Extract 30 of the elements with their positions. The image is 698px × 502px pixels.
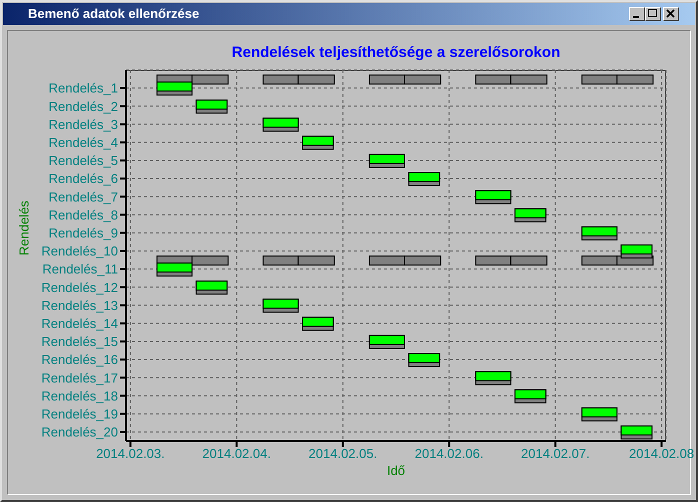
y-tick-label: Rendelés_13 (41, 298, 118, 313)
y-tick-label: Rendelés_4 (48, 134, 118, 150)
x-axis-title: Idő (386, 463, 406, 478)
x-tick-label: 2014.02.03. (96, 446, 165, 462)
y-tick-label: Rendelés_2 (48, 98, 118, 114)
y-tick-label: Rendelés_14 (41, 316, 118, 331)
y-tick-label: Rendelés_16 (41, 352, 118, 368)
y-tick-label: Rendelés_17 (41, 370, 118, 386)
y-tick-label: Rendelés_12 (41, 280, 118, 295)
x-tick-label: 2014.02.06. (414, 446, 484, 462)
y-tick-label: Rendelés_19 (41, 406, 118, 422)
y-tick-label: Rendelés_3 (48, 116, 118, 132)
text: Bemenő adatok ellenőrzése (28, 6, 200, 21)
y-tick-label: Rendelés_10 (41, 244, 118, 259)
y-tick-label: Rendelés_15 (41, 334, 118, 350)
y-tick-label: Rendelés_7 (48, 189, 118, 204)
x-tick-label: 2014.02.08 (629, 446, 694, 462)
y-tick-label: Rendelés_1 (48, 80, 118, 96)
x-tick-label: 2014.02.05. (308, 446, 378, 462)
y-tick-label: Rendelés_5 (48, 153, 118, 168)
y-tick-label: Rendelés_18 (41, 388, 118, 404)
y-tick-label: Rendelés_11 (42, 262, 118, 277)
x-tick-label: 2014.02.07. (521, 446, 590, 462)
y-axis-title: Rendelés (16, 200, 32, 256)
y-tick-label: Rendelés_6 (48, 171, 118, 186)
x-tick-label: 2014.02.04. (202, 446, 271, 462)
y-tick-label: Rendelés_20 (41, 424, 118, 440)
y-tick-label: Rendelés_9 (48, 225, 118, 240)
y-tick-label: Rendelés_8 (48, 207, 118, 222)
chart-title: Rendelések teljesíthetősége a szerelősorokon (230, 44, 562, 61)
